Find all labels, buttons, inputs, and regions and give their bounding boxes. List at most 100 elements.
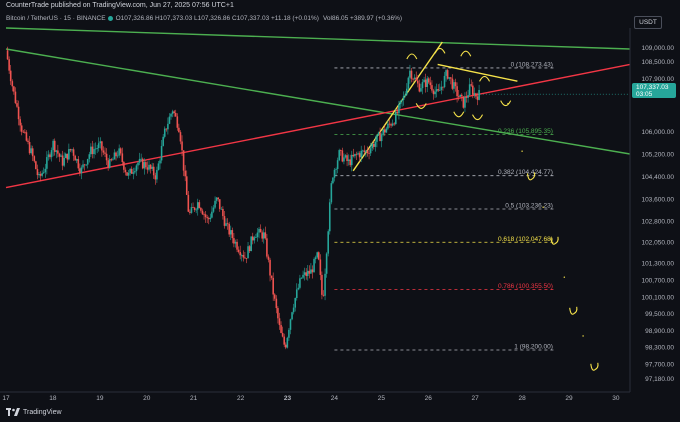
candle	[154, 172, 157, 185]
candle	[478, 84, 480, 101]
candle-body	[57, 150, 59, 154]
candle-body	[369, 148, 372, 154]
projection-dot	[542, 206, 544, 208]
x-tick-label: 25	[378, 395, 386, 402]
currency-button[interactable]: USDT	[634, 16, 662, 29]
candle	[236, 239, 238, 253]
candle	[93, 143, 95, 159]
price-axis[interactable]: 109,000.00 108,500.00 107,900.00 106,000.00…	[629, 28, 674, 392]
candle	[286, 336, 289, 349]
candle	[369, 142, 372, 157]
candle-body	[437, 89, 440, 91]
candle-body	[47, 154, 50, 158]
candle	[475, 92, 477, 100]
candle	[346, 152, 348, 167]
candle	[253, 235, 256, 244]
candle	[266, 233, 268, 259]
symbol-name: Bitcoin / TetherUS · 15 · BINANCE	[6, 15, 106, 22]
y-tick-label: 102,800.00	[641, 219, 674, 226]
annotation-arc	[453, 111, 465, 118]
projection-dot	[563, 276, 566, 278]
candle-body	[361, 150, 364, 152]
candle	[97, 137, 100, 152]
candle	[462, 96, 465, 109]
candle-body	[311, 269, 314, 273]
candle-body	[273, 294, 276, 299]
candle	[22, 129, 25, 133]
y-tick-label: 98,900.00	[645, 328, 674, 335]
candle	[363, 145, 366, 155]
candle-body	[55, 150, 58, 152]
candle	[9, 64, 12, 85]
candle	[119, 147, 122, 156]
candle-body	[41, 173, 43, 176]
candle	[269, 257, 271, 282]
candle	[366, 146, 369, 157]
candle-body	[302, 274, 304, 278]
candle-body	[88, 154, 91, 159]
time-axis[interactable]: 17 18 19 20 21 22 23 24 25 26 27 28 29 30	[0, 391, 630, 402]
candle-body	[174, 112, 177, 117]
candle-body	[300, 277, 303, 279]
candle-body	[409, 70, 411, 78]
candle-body	[383, 129, 386, 133]
candle	[299, 274, 301, 290]
candle	[376, 134, 378, 148]
candle	[380, 132, 383, 148]
candle-body	[442, 86, 444, 88]
candle	[357, 151, 359, 156]
candle-body	[192, 207, 194, 208]
candle-body	[438, 89, 441, 91]
candle	[228, 221, 230, 237]
candle-body	[297, 287, 300, 290]
candle-body	[85, 164, 87, 166]
candle	[294, 297, 296, 312]
candle	[55, 149, 58, 159]
candle-body	[398, 104, 400, 114]
candle-body	[168, 116, 171, 124]
candle	[61, 150, 64, 171]
candle	[302, 270, 304, 279]
y-tick-label: 100,100.00	[641, 294, 674, 301]
candle-body	[124, 169, 127, 173]
candle	[361, 149, 364, 157]
candle-body	[217, 197, 219, 200]
candle	[33, 155, 36, 163]
candle	[448, 77, 451, 81]
candle	[126, 172, 128, 177]
candle-body	[39, 174, 42, 176]
candle-body	[79, 168, 81, 174]
candle-body	[468, 84, 471, 96]
candle-body	[335, 168, 337, 170]
candle-body	[239, 252, 241, 256]
candle-body	[401, 99, 403, 102]
candle	[283, 333, 285, 348]
candle-body	[35, 161, 37, 170]
candle	[322, 290, 325, 297]
candle	[196, 198, 199, 216]
candle-body	[9, 70, 12, 82]
candle	[418, 79, 421, 93]
candle	[280, 321, 282, 334]
candle-body	[407, 77, 410, 89]
candle	[31, 145, 34, 162]
candle	[16, 99, 18, 108]
candle-body	[242, 255, 245, 258]
candle-body	[36, 169, 39, 176]
candle	[137, 161, 139, 170]
projection-dot	[582, 335, 584, 337]
candle	[179, 130, 182, 145]
candle	[20, 122, 23, 136]
candle	[53, 138, 56, 156]
y-tick-label: 107,900.00	[641, 76, 674, 83]
tradingview-logo-icon	[6, 408, 20, 416]
candle	[350, 150, 353, 172]
candle-body	[236, 241, 238, 250]
candle	[160, 140, 163, 164]
candle-body	[322, 294, 325, 296]
candle	[371, 142, 374, 152]
candle-body	[66, 153, 69, 160]
annotation-arc	[472, 114, 484, 121]
candle-body	[390, 124, 392, 126]
